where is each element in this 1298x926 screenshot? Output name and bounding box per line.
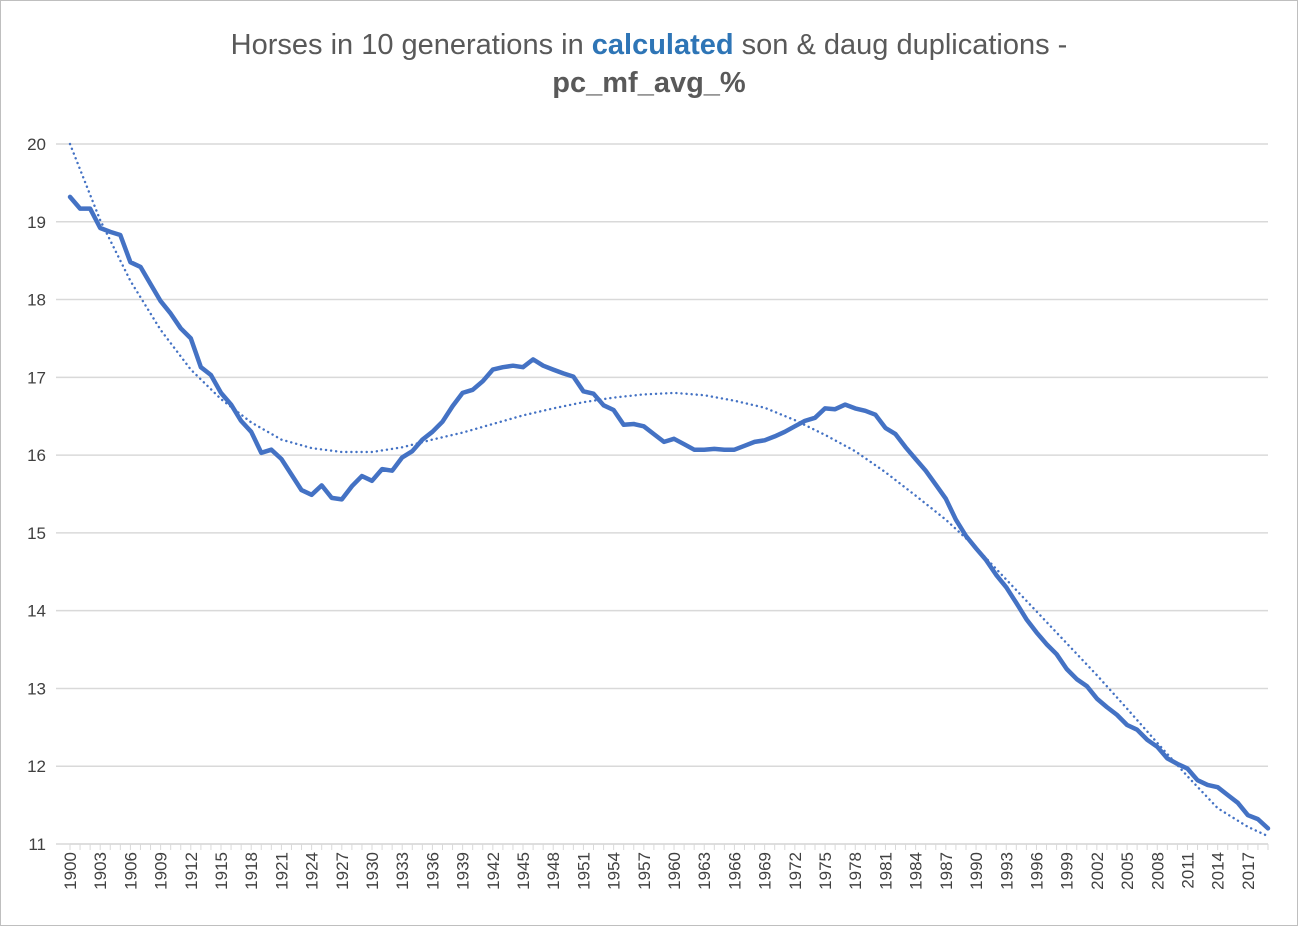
x-tick-label-1936: 1936 — [423, 852, 442, 890]
y-tick-label-19: 19 — [27, 213, 46, 232]
x-tick-label-1939: 1939 — [454, 852, 473, 890]
x-tick-label-1954: 1954 — [605, 852, 624, 890]
x-tick-label-2008: 2008 — [1148, 852, 1167, 890]
x-tick-label-1945: 1945 — [514, 852, 533, 890]
x-tick-label-1993: 1993 — [997, 852, 1016, 890]
x-tick-label-1930: 1930 — [363, 852, 382, 890]
x-tick-label-1981: 1981 — [876, 852, 895, 890]
y-tick-label-13: 13 — [27, 679, 46, 698]
y-axis: 11 12 13 14 15 16 17 18 19 20 — [27, 135, 46, 854]
x-tick-label-1915: 1915 — [212, 852, 231, 890]
y-tick-label-15: 15 — [27, 524, 46, 543]
x-tick-label-1972: 1972 — [786, 852, 805, 890]
x-tick-label-1927: 1927 — [333, 852, 352, 890]
x-tick-label-2005: 2005 — [1118, 852, 1137, 890]
gridlines — [56, 143, 1268, 845]
y-tick-label-20: 20 — [27, 135, 46, 154]
y-tick-label-11: 11 — [28, 835, 46, 854]
x-tick-label-1903: 1903 — [91, 852, 110, 890]
x-tick-label-1921: 1921 — [272, 852, 291, 890]
x-axis: 1900 1903 1906 1909 1912 1915 1918 1921 1924 1927… — [61, 843, 1269, 890]
title-suffix: son & daug duplications - — [733, 29, 1068, 61]
series-line-pc-mf-avg — [67, 194, 1271, 831]
x-tick-label-1999: 1999 — [1058, 852, 1077, 890]
x-tick-label-1951: 1951 — [574, 852, 593, 890]
x-tick-label-2002: 2002 — [1088, 852, 1107, 890]
x-tick-label-2011: 2011 — [1178, 852, 1197, 889]
x-tick-label-1906: 1906 — [121, 852, 140, 890]
x-tick-label-1996: 1996 — [1027, 852, 1046, 890]
title-highlight: calculated — [591, 29, 734, 61]
x-tick-label-1900: 1900 — [61, 852, 80, 890]
x-tick-label-1960: 1960 — [665, 852, 684, 890]
series-group — [67, 142, 1271, 838]
x-tick-label-1912: 1912 — [182, 852, 201, 890]
x-tick-label-1918: 1918 — [242, 852, 261, 890]
chart-title-line-1: Horses in 10 generations in calculated s… — [0, 26, 1298, 64]
x-tick-label-1990: 1990 — [967, 852, 986, 890]
y-tick-label-16: 16 — [27, 446, 46, 465]
x-tick-label-1978: 1978 — [846, 852, 865, 890]
x-tick-label-1942: 1942 — [484, 852, 503, 890]
trendline-dotted — [68, 142, 1270, 838]
x-tick-label-1924: 1924 — [303, 852, 322, 890]
x-tick-label-1957: 1957 — [635, 852, 654, 890]
y-tick-label-18: 18 — [27, 291, 46, 310]
x-tick-label-1987: 1987 — [937, 852, 956, 890]
x-tick-label-2014: 2014 — [1209, 852, 1228, 890]
x-tick-label-1966: 1966 — [725, 852, 744, 890]
x-tick-label-1984: 1984 — [907, 852, 926, 890]
y-tick-label-17: 17 — [27, 368, 46, 387]
x-tick-label-1933: 1933 — [393, 852, 412, 890]
x-tick-label-2017: 2017 — [1239, 852, 1258, 890]
x-tick-label-1969: 1969 — [756, 852, 775, 890]
x-tick-label-1963: 1963 — [695, 852, 714, 890]
y-tick-label-14: 14 — [27, 602, 46, 621]
y-tick-label-12: 12 — [27, 757, 46, 776]
x-tick-label-1909: 1909 — [152, 852, 171, 890]
title-prefix: Horses in 10 generations in — [230, 29, 592, 61]
x-tick-label-1948: 1948 — [544, 852, 563, 890]
chart-title: Horses in 10 generations in calculated s… — [0, 26, 1298, 102]
x-tick-label-1975: 1975 — [816, 852, 835, 890]
chart-title-line-2: pc_mf_avg_% — [552, 67, 746, 99]
